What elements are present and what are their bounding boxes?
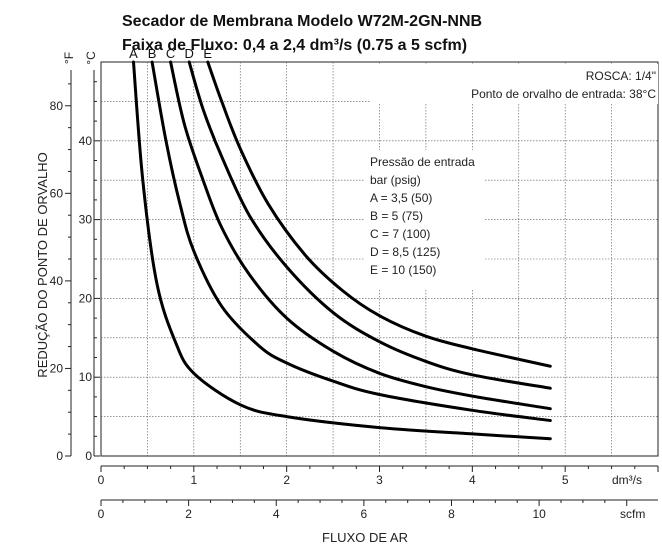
x-tick-label-primary: 1	[190, 473, 197, 487]
series-line-e	[206, 60, 552, 368]
y-tick-label-celsius: 30	[79, 213, 93, 227]
note-background	[370, 64, 658, 104]
y-unit-right: °C	[84, 51, 98, 65]
series-line-b	[150, 60, 552, 422]
legend-entry-b: B = 5 (75)	[370, 209, 423, 223]
chart-title: Secador de Membrana Modelo W72M-2GN-NNB	[122, 13, 482, 30]
chart-subtitle: Faixa de Fluxo: 0,4 a 2,4 dm³/s (0.75 a …	[122, 37, 467, 54]
x-tick-label-secondary: 0	[98, 507, 105, 521]
series-line-c	[169, 60, 552, 411]
x-tick-label-secondary: 2	[185, 507, 192, 521]
y-tick-label-fahrenheit: 80	[50, 99, 64, 113]
curve-label-a: A	[129, 46, 138, 61]
y-tick-label-fahrenheit: 40	[50, 274, 64, 288]
y-tick-label-celsius: 0	[85, 449, 92, 463]
y-tick-label-fahrenheit: 60	[50, 186, 64, 200]
x-tick-label-primary: 5	[562, 473, 569, 487]
y-tick-label-celsius: 40	[79, 134, 93, 148]
legend-entry-e: E = 10 (150)	[370, 263, 436, 277]
series-lines	[132, 60, 552, 441]
x-axis-label: FLUXO DE AR	[322, 530, 408, 545]
x-tick-label-primary: 4	[469, 473, 476, 487]
x-unit-primary: dm³/s	[612, 473, 642, 487]
x-tick-label-primary: 0	[98, 473, 105, 487]
x-tick-label-primary: 2	[283, 473, 290, 487]
series-line-a	[132, 60, 552, 441]
y-unit-left: °F	[62, 52, 76, 64]
legend-title-line-2: bar (psig)	[370, 173, 421, 187]
x-tick-label-secondary: 8	[448, 507, 455, 521]
y-tick-label-fahrenheit: 20	[50, 361, 64, 375]
thread-note: ROSCA: 1/4"	[586, 69, 656, 83]
legend-title-line-1: Pressão de entrada	[370, 155, 475, 169]
y-tick-label-fahrenheit: 0	[56, 449, 63, 463]
grid-lines	[100, 61, 659, 457]
axis-ticks: 0 20 40 60 80 0 10 20 30 40 0 1 2 3 4 5 0 2 4 6 8 10	[50, 70, 659, 521]
series-line-d	[187, 60, 552, 390]
x-unit-secondary: scfm	[620, 507, 645, 521]
legend-entry-a: A = 3,5 (50)	[370, 191, 432, 205]
y-tick-label-celsius: 10	[79, 370, 93, 384]
legend-entry-c: C = 7 (100)	[370, 227, 430, 241]
curve-label-c: C	[166, 46, 175, 61]
x-tick-label-primary: 3	[376, 473, 383, 487]
curve-label-d: D	[184, 46, 193, 61]
legend-background	[364, 150, 484, 290]
legend-entry-d: D = 8,5 (125)	[370, 245, 440, 259]
y-axis-label: REDUÇÃO DO PONTO DE ORVALHO	[35, 152, 50, 377]
curve-label-e: E	[203, 46, 212, 61]
x-tick-label-secondary: 4	[273, 507, 280, 521]
y-tick-label-celsius: 20	[79, 291, 93, 305]
x-tick-label-secondary: 10	[532, 507, 546, 521]
curve-label-b: B	[148, 46, 157, 61]
x-tick-label-secondary: 6	[361, 507, 368, 521]
inlet-dewpoint-note: Ponto de orvalho de entrada: 38°C	[471, 87, 656, 101]
